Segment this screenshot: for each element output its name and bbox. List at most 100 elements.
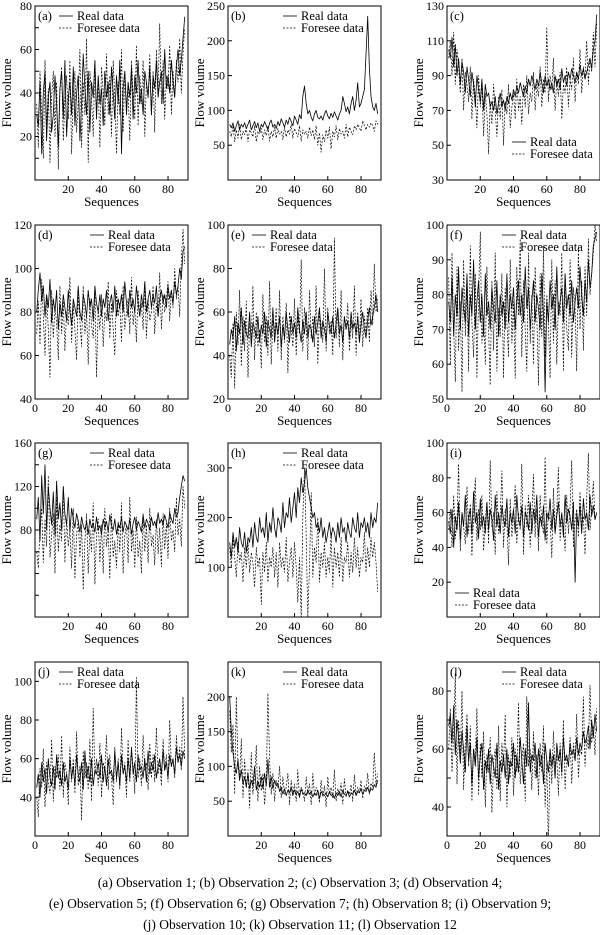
x-tick-label: 20 [255, 182, 267, 196]
x-axis-label: Sequences [277, 850, 332, 865]
panel-label: (d) [38, 228, 53, 242]
y-tick-label: 60 [432, 742, 444, 756]
panel-label: (f) [450, 228, 463, 242]
x-tick-label: 20 [62, 619, 74, 633]
x-tick-label: 80 [162, 838, 174, 852]
y-axis-label: Flow volume [411, 714, 426, 783]
panel-label: (j) [38, 665, 50, 679]
legend-label: Foresee data [77, 21, 140, 35]
legend-label: Real data [520, 228, 567, 242]
series-real-line [36, 746, 186, 798]
y-tick-label: 60 [20, 349, 32, 363]
y-tick-label: 50 [432, 392, 444, 406]
chart-panel: 20 40 60 80 50 100 150 200 Sequences Flow volume (… [192, 661, 382, 865]
x-tick-label: 60 [541, 401, 553, 415]
legend-label: Real data [473, 586, 520, 600]
x-tick-label: 60 [129, 838, 141, 852]
panel-label: (c) [450, 9, 464, 23]
y-axis-label: Flow volume [0, 495, 14, 564]
x-tick-label: 20 [62, 401, 74, 415]
x-tick-label: 60 [129, 619, 141, 633]
y-tick-label: 100 [207, 103, 225, 117]
y-axis-label: Flow volume [192, 714, 207, 783]
x-tick-label: 80 [355, 838, 367, 852]
x-tick-label: 80 [355, 182, 367, 196]
x-tick-label: 20 [255, 619, 267, 633]
x-axis-label: Sequences [496, 631, 551, 646]
legend-label: Foresee data [77, 677, 140, 691]
series-foresee-line [448, 673, 598, 836]
x-axis-label: Sequences [84, 850, 139, 865]
x-tick-label: 80 [162, 619, 174, 633]
x-axis-label: Sequences [277, 413, 332, 428]
panel-label: (h) [231, 446, 246, 460]
x-tick-label: 60 [541, 619, 553, 633]
y-tick-label: 70 [432, 103, 444, 117]
series-real-line [448, 491, 598, 583]
y-tick-label: 70 [432, 322, 444, 336]
y-tick-label: 200 [207, 34, 225, 48]
legend-label: Real data [301, 665, 348, 679]
x-axis-label: Sequences [277, 631, 332, 646]
x-tick-label: 60 [322, 619, 334, 633]
y-tick-label: 40 [432, 540, 444, 554]
x-tick-label: 60 [322, 182, 334, 196]
panel-label: (e) [231, 228, 245, 242]
series-foresee-line [229, 237, 379, 389]
legend-label: Foresee data [270, 240, 333, 254]
y-tick-label: 40 [20, 790, 32, 804]
y-tick-label: 160 [14, 436, 32, 450]
panel-label: (i) [450, 446, 462, 460]
x-tick-label: 20 [474, 401, 486, 415]
chart-panel: 20 40 60 80 80 120 160 Sequences Flow volume (g) R… [0, 436, 189, 646]
legend-label: Real data [77, 9, 124, 23]
x-tick-label: 20 [62, 182, 74, 196]
x-tick-label: 80 [162, 182, 174, 196]
series-real-line [36, 16, 186, 155]
chart-panel: 20 40 60 80 30 50 70 90 110 130 Sequences Flow volu… [411, 0, 600, 209]
caption-line-3: (j) Observation 10; (k) Observation 11; … [143, 917, 457, 932]
chart-panel: 0 20 40 60 80 40 60 80 100 Sequences Flow volume (j… [0, 661, 189, 865]
x-tick-label: 0 [444, 401, 450, 415]
y-tick-label: 20 [432, 575, 444, 589]
x-axis-label: Sequences [84, 413, 139, 428]
y-tick-label: 150 [207, 69, 225, 83]
series-foresee-line [229, 692, 379, 809]
series-foresee-line [36, 228, 186, 378]
y-tick-label: 20 [213, 392, 225, 406]
x-axis-label: Sequences [496, 850, 551, 865]
x-tick-label: 80 [574, 838, 586, 852]
y-tick-label: 20 [20, 130, 32, 144]
legend-label: Foresee data [301, 677, 364, 691]
y-tick-label: 80 [20, 713, 32, 727]
legend-label: Foresee data [301, 21, 364, 35]
y-axis-label: Flow volume [0, 277, 14, 346]
chart-panel: 0 20 40 60 80 40 60 80 Sequences Flow volume (l) Re… [411, 661, 600, 865]
y-tick-label: 90 [432, 69, 444, 83]
chart-panel: 20 40 60 80 20 40 60 80 Sequences Flow volume (a) R… [0, 0, 189, 209]
legend-label: Real data [301, 446, 348, 460]
x-tick-label: 40 [96, 401, 108, 415]
series-real-line [36, 246, 186, 330]
series-foresee-line [36, 677, 186, 821]
x-axis-label: Sequences [496, 194, 551, 209]
y-tick-label: 120 [14, 218, 32, 232]
caption-line-1: (a) Observation 1; (b) Observation 2; (c… [97, 875, 503, 890]
y-tick-label: 80 [432, 684, 444, 698]
x-tick-label: 40 [508, 619, 520, 633]
y-tick-label: 80 [213, 262, 225, 276]
series-real-line [229, 696, 379, 799]
panel-label: (b) [231, 9, 246, 23]
plot-frame [446, 224, 600, 400]
legend-label: Real data [301, 9, 348, 23]
y-axis-label: Flow volume [0, 58, 14, 127]
x-tick-label: 60 [129, 182, 141, 196]
legend-label: Foresee data [530, 147, 593, 161]
x-tick-label: 20 [474, 619, 486, 633]
